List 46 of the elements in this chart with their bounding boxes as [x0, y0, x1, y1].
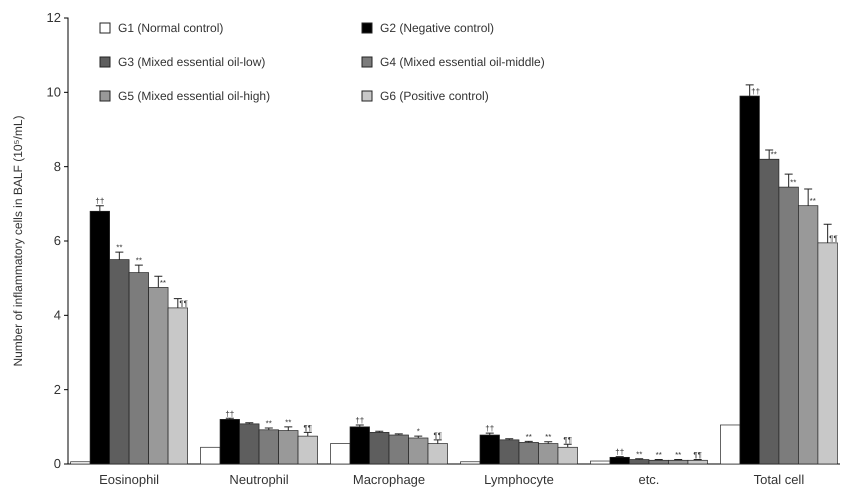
- data-label: **: [675, 450, 682, 460]
- data-label: ††: [355, 416, 364, 425]
- data-label: **: [160, 278, 166, 288]
- legend-label: G3 (Mixed essential oil-low): [118, 55, 266, 69]
- data-label: **: [770, 150, 777, 160]
- data-label: ††: [615, 448, 624, 457]
- x-tick-label: Neutrophil: [229, 472, 289, 487]
- y-tick-label: 4: [54, 307, 61, 322]
- data-label: **: [116, 243, 122, 252]
- y-tick-label: 8: [54, 158, 61, 174]
- legend-label: G2 (Negative control): [380, 21, 494, 35]
- legend-label: G1 (Normal control): [118, 21, 224, 35]
- data-label: **: [790, 178, 796, 188]
- data-label: ††: [485, 424, 494, 434]
- y-tick-label: 10: [46, 84, 61, 100]
- data-label: **: [810, 196, 816, 206]
- data-label: **: [266, 418, 272, 428]
- legend-label: G6 (Positive control): [380, 89, 489, 103]
- data-label: ††: [95, 196, 104, 206]
- data-label: **: [545, 432, 552, 442]
- data-label: ¶¶: [563, 435, 572, 444]
- data-label: ¶¶: [829, 234, 838, 243]
- x-tick-label: Macrophage: [352, 472, 426, 487]
- y-tick-label: 12: [46, 10, 61, 26]
- x-tick-label: Eosinophil: [99, 472, 160, 487]
- data-label: *: [416, 427, 420, 436]
- y-tick-label: 6: [54, 233, 61, 248]
- data-label: **: [526, 432, 532, 442]
- y-axis-title: Number of inflammatory cells in BALF (10⁵/mL): [11, 115, 25, 367]
- legend-label: G5 (Mixed essential oil-high): [118, 89, 270, 103]
- x-tick-label: Total cell: [754, 472, 804, 487]
- data-label: ¶¶: [433, 430, 442, 440]
- data-label: ¶¶: [303, 423, 312, 432]
- data-label: ¶¶: [693, 450, 702, 460]
- y-tick-label: 2: [54, 382, 61, 397]
- data-label: **: [656, 450, 662, 460]
- y-tick-label: 0: [54, 456, 61, 472]
- data-label: **: [136, 256, 142, 266]
- data-label: ††: [225, 409, 234, 418]
- data-label: ††: [751, 87, 760, 96]
- data-label: **: [636, 450, 642, 459]
- x-tick-label: etc.: [638, 472, 660, 487]
- data-label: **: [285, 418, 292, 427]
- x-tick-label: Lymphocyte: [484, 472, 554, 487]
- legend-label: G4 (Mixed essential oil-middle): [380, 55, 545, 69]
- data-label: ¶¶: [179, 298, 188, 308]
